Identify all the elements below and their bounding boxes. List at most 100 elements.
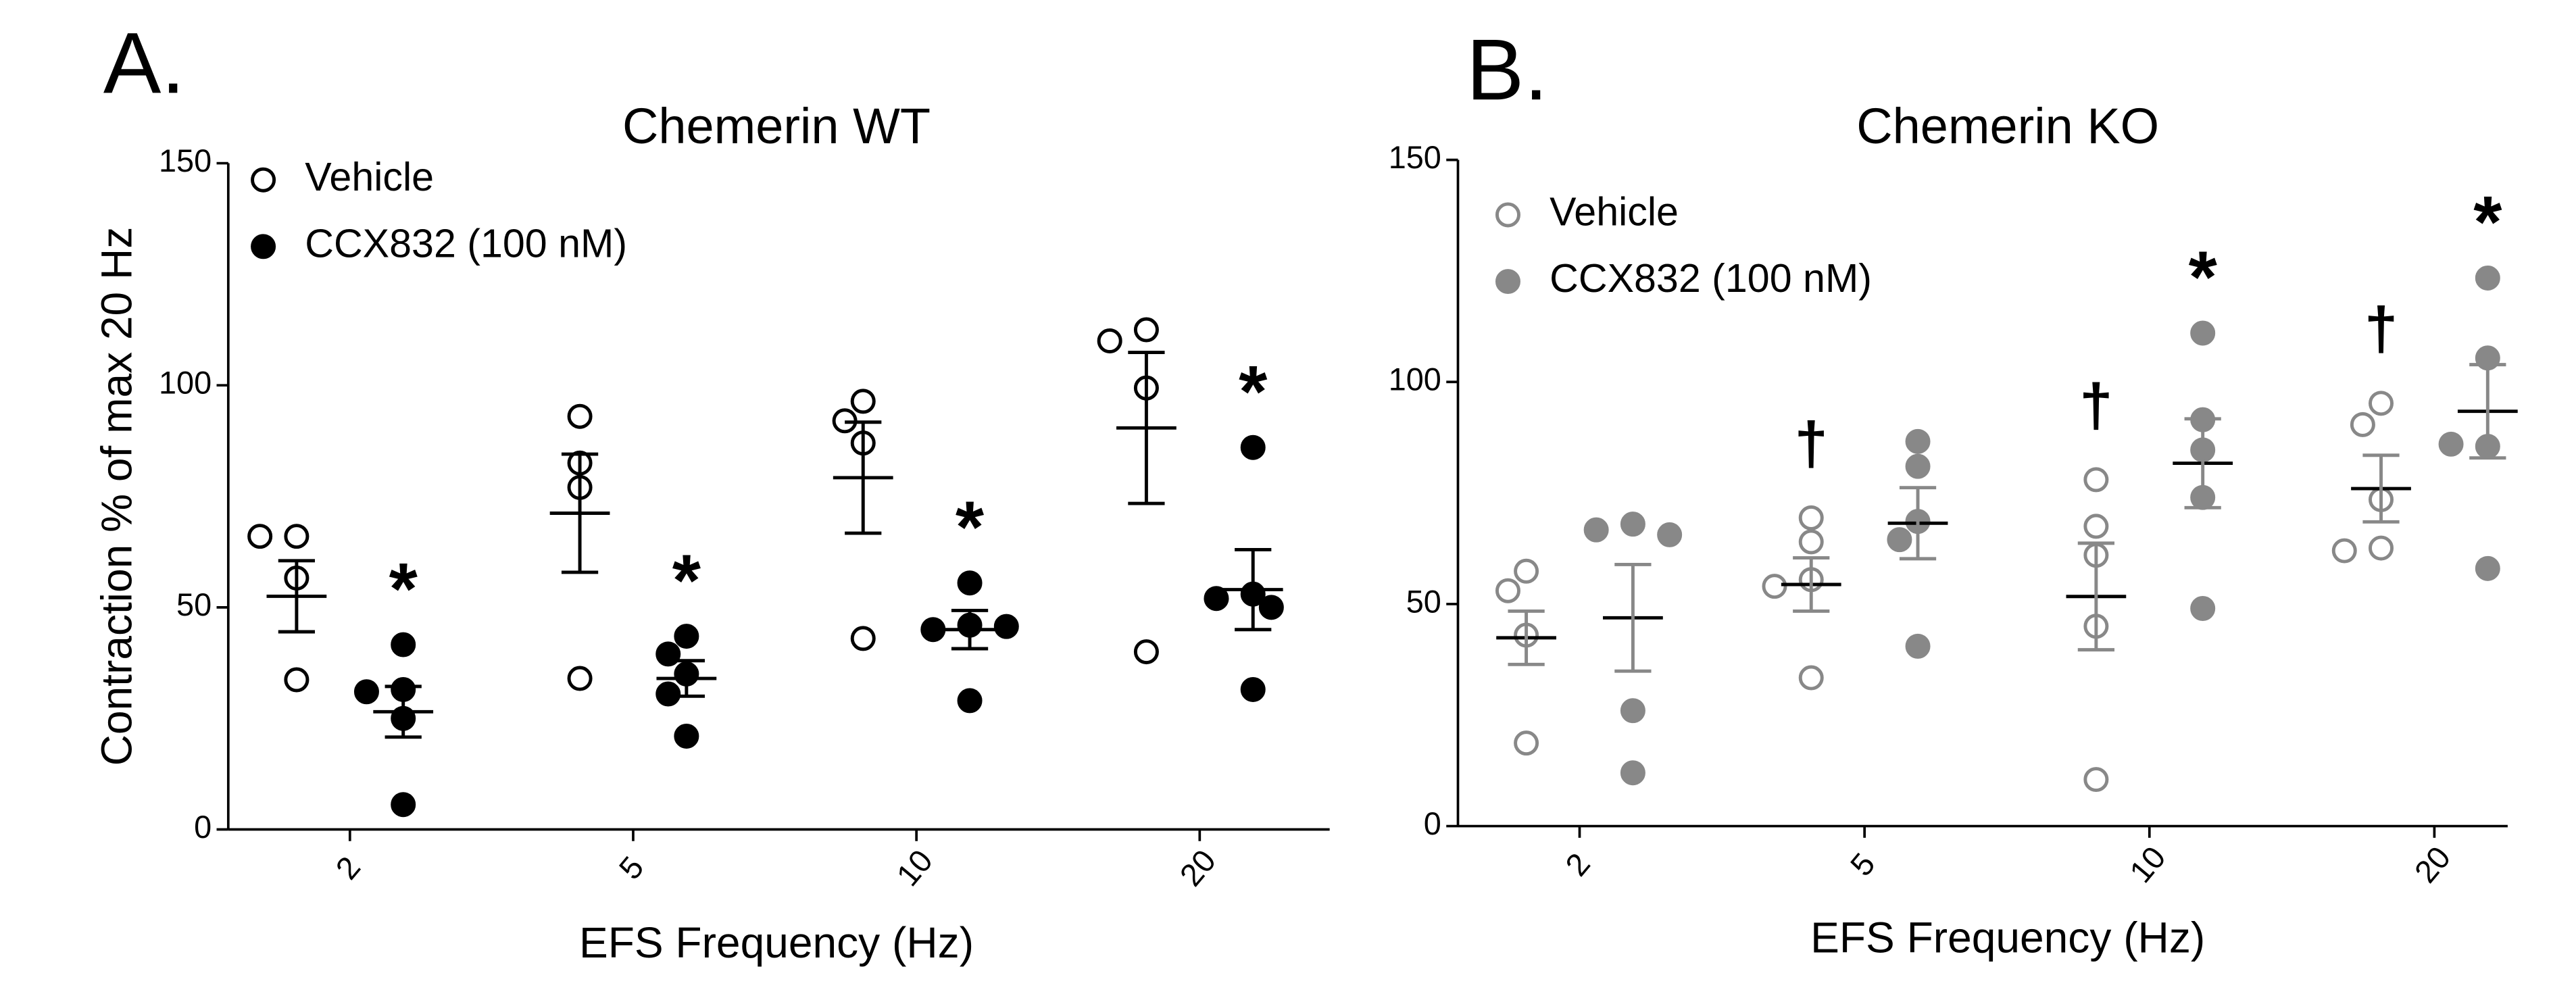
x-tick-label: 20	[2408, 840, 2457, 889]
data-point	[2475, 265, 2500, 291]
y-tick-label: 100	[159, 366, 212, 401]
error-bar	[278, 559, 316, 634]
data-point	[2331, 538, 2357, 564]
y-axis-label: Contraction % of max 20 Hz	[92, 227, 141, 766]
error-bar	[951, 608, 989, 651]
data-point	[1887, 527, 1912, 553]
error-bar	[668, 659, 705, 698]
data-point	[247, 524, 273, 549]
data-point	[2369, 391, 2394, 416]
error-bar	[2469, 363, 2506, 460]
data-point	[1097, 328, 1122, 353]
data-point	[1583, 517, 1609, 543]
y-tick-label: 0	[194, 810, 212, 845]
data-point	[2475, 555, 2500, 581]
panel-label: B.	[1466, 22, 1548, 118]
chart-title: Chemerin KO	[1856, 98, 2159, 154]
y-tick-label: 50	[176, 587, 212, 622]
error-bar	[2077, 541, 2114, 652]
significance-marker: *	[2189, 236, 2218, 318]
data-point	[850, 626, 876, 651]
error-bar	[1899, 486, 1937, 561]
significance-marker: †	[2364, 295, 2398, 362]
x-tick-label: 2	[1558, 847, 1597, 882]
data-point	[850, 389, 876, 414]
data-point	[1905, 633, 1931, 659]
error-bar	[2184, 417, 2221, 509]
data-point	[957, 570, 983, 596]
data-point	[655, 681, 681, 707]
error-bar	[385, 684, 422, 739]
x-tick-label: 2	[329, 850, 368, 886]
error-bar	[1235, 547, 1272, 632]
data-point	[1762, 574, 1787, 599]
data-point	[1620, 698, 1645, 724]
data-point	[1798, 505, 1824, 530]
legend-marker	[1495, 202, 1520, 228]
y-tick-label: 50	[1406, 584, 1441, 619]
legend-label: CCX832 (100 nM)	[305, 220, 627, 266]
data-point	[2083, 767, 2109, 793]
significance-marker: *	[389, 548, 418, 630]
data-point	[1798, 529, 1824, 555]
data-point	[1240, 434, 1266, 460]
data-point	[1657, 522, 1683, 547]
significance-marker: *	[956, 486, 985, 568]
data-point	[1514, 558, 1539, 584]
data-point	[391, 632, 416, 657]
data-point	[1514, 730, 1539, 756]
x-tick-label: 10	[2123, 840, 2172, 889]
error-bar	[1793, 556, 1830, 613]
error-bar	[1614, 562, 1652, 673]
legend-marker	[251, 167, 276, 193]
x-tick-label: 5	[1843, 847, 1882, 882]
data-point	[2369, 535, 2394, 561]
legend-label: CCX832 (100 nM)	[1550, 255, 1872, 301]
data-point	[353, 679, 379, 705]
data-point	[2190, 596, 2216, 621]
significance-marker: *	[1239, 351, 1268, 432]
data-point	[1133, 639, 1159, 665]
x-axis-label: EFS Frequency (Hz)	[579, 918, 974, 967]
data-point	[1258, 595, 1284, 620]
data-point	[993, 614, 1019, 639]
legend-marker	[1495, 269, 1520, 295]
data-point	[2438, 431, 2464, 457]
x-axis-label: EFS Frequency (Hz)	[1810, 914, 2205, 962]
data-point	[1620, 512, 1645, 537]
data-point	[1905, 428, 1931, 454]
chart-title: Chemerin WT	[622, 98, 931, 154]
data-point	[2083, 467, 2109, 493]
significance-marker: *	[2473, 181, 2502, 263]
data-point	[1620, 760, 1645, 786]
x-tick-label: 10	[890, 843, 939, 893]
data-point	[1798, 665, 1824, 691]
error-bar	[2362, 453, 2400, 524]
x-tick-label: 5	[612, 850, 651, 886]
data-point	[567, 403, 593, 429]
error-bar	[1508, 609, 1545, 666]
data-point	[284, 667, 309, 693]
x-tick-label: 20	[1173, 843, 1222, 893]
data-point	[1905, 453, 1931, 479]
data-point	[957, 688, 983, 714]
error-bar	[561, 452, 599, 574]
significance-marker: †	[1795, 409, 1828, 476]
panel-label: A.	[103, 15, 185, 111]
legend-label: Vehicle	[1550, 189, 1679, 234]
y-tick-label: 100	[1389, 362, 1441, 397]
data-point	[567, 666, 593, 691]
data-point	[674, 624, 699, 649]
legend-marker	[251, 234, 276, 259]
data-point	[2350, 412, 2375, 437]
y-tick-label: 0	[1424, 806, 1441, 841]
y-tick-label: 150	[159, 143, 212, 178]
data-point	[1204, 586, 1229, 612]
data-point	[1133, 317, 1159, 343]
y-tick-label: 150	[1389, 140, 1441, 175]
data-point	[2083, 514, 2109, 539]
data-point	[674, 723, 699, 749]
error-bar	[845, 420, 882, 535]
data-point	[2190, 320, 2216, 346]
